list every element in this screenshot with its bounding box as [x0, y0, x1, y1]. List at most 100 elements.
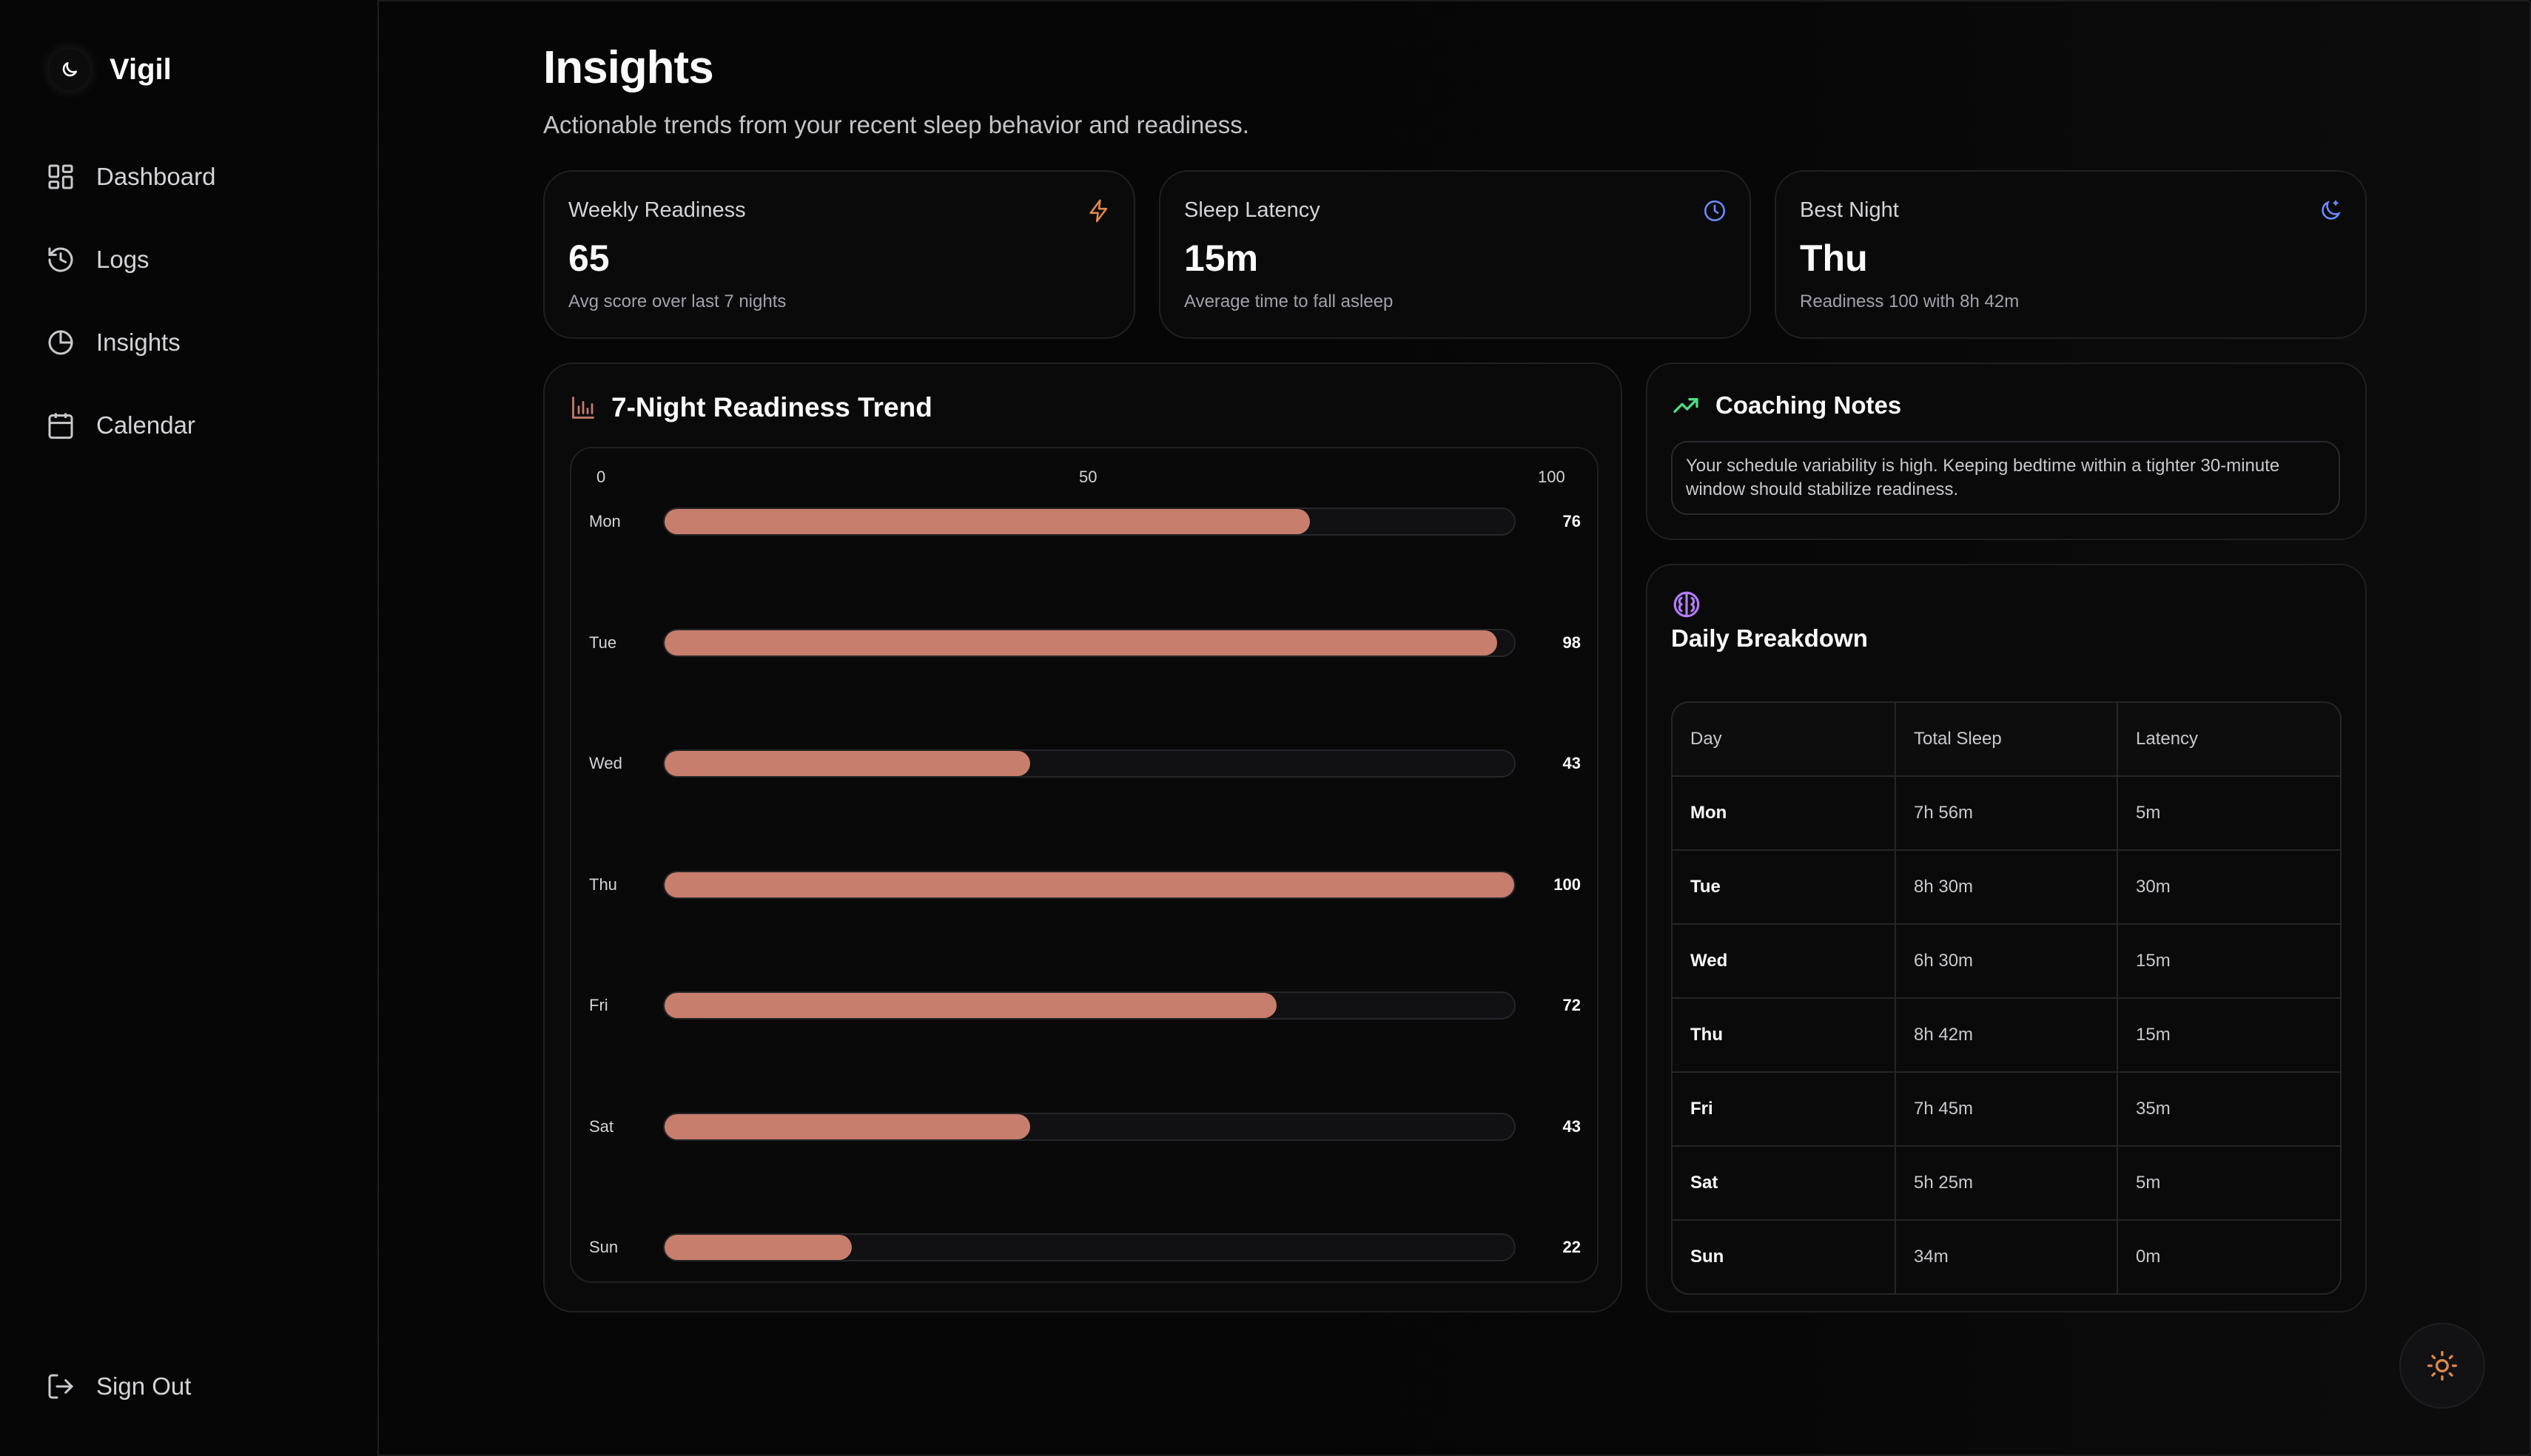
table-row: Fri 7h 45m 35m	[1673, 1071, 2340, 1145]
moon-logo-icon	[49, 49, 90, 90]
latency-cell: 15m	[2117, 999, 2340, 1071]
sidebar-item-dashboard[interactable]: Dashboard	[46, 152, 357, 201]
bar-category-label: Tue	[589, 633, 617, 652]
bar-value-label: 43	[1562, 754, 1581, 772]
stat-description: Avg score over last 7 nights	[568, 291, 787, 311]
bar-value-label: 22	[1562, 1238, 1581, 1256]
latency-cell: 5m	[2117, 777, 2340, 849]
bar	[665, 872, 1514, 897]
sun-icon	[2427, 1351, 2457, 1381]
total-sleep-cell: 34m	[1895, 1221, 2117, 1293]
latency-cell: 5m	[2117, 1147, 2340, 1219]
stat-label: Sleep Latency	[1184, 198, 1320, 222]
sidebar-nav: Dashboard Logs Insights Calendar	[46, 152, 357, 484]
stat-card-weekly-readiness: Weekly Readiness 65 Avg score over last …	[543, 170, 1135, 339]
day-cell: Tue	[1690, 877, 1721, 897]
table-row: Sat 5h 25m 5m	[1673, 1145, 2340, 1219]
latency-cell: 35m	[2117, 1073, 2340, 1145]
sidebar-item-label: Logs	[96, 246, 149, 273]
bar-value-label: 100	[1553, 874, 1581, 894]
bolt-icon	[1089, 199, 1108, 223]
trend-title: 7-Night Readiness Trend	[611, 392, 932, 422]
sidebar-item-label: Calendar	[96, 411, 195, 439]
coaching-title: Coaching Notes	[1715, 391, 1902, 419]
app-name: Vigil	[110, 53, 172, 86]
day-cell: Sat	[1690, 1173, 1718, 1193]
bar-track	[663, 870, 1516, 899]
bar-track	[663, 628, 1516, 657]
bar-value-label: 43	[1562, 1116, 1581, 1136]
table-row: Mon 7h 56m 5m	[1673, 775, 2340, 849]
page-title: Insights	[543, 42, 714, 93]
coaching-note: Your schedule variability is high. Keepi…	[1671, 441, 2340, 515]
axis-tick-label: 0	[596, 468, 606, 486]
readiness-trend-card: 7-Night Readiness Trend 0 50 100 Mon 76 Tue 98…	[543, 363, 1622, 1312]
bar	[665, 751, 1030, 776]
bar	[665, 630, 1498, 655]
bar-chart-icon	[572, 397, 594, 419]
sign-out-label: Sign Out	[96, 1372, 192, 1400]
coaching-notes-card: Coaching Notes Your schedule variability…	[1646, 363, 2367, 540]
day-cell: Fri	[1690, 1099, 1713, 1119]
page-subtitle: Actionable trends from your recent sleep…	[543, 111, 1249, 138]
axis-tick-label: 50	[1079, 468, 1098, 486]
bar-category-label: Sun	[589, 1238, 619, 1256]
bar-track	[663, 1233, 1516, 1261]
stat-value: Thu	[1800, 237, 1868, 279]
bar-category-label: Mon	[589, 512, 621, 530]
total-sleep-cell: 6h 30m	[1895, 925, 2117, 997]
daily-breakdown-card: Daily Breakdown Day Total Sleep Latency …	[1646, 564, 2367, 1312]
column-header[interactable]: Latency	[2117, 703, 2340, 775]
daily-table: Day Total Sleep Latency Mon 7h 56m 5m Tu…	[1671, 701, 2342, 1295]
sidebar-item-calendar[interactable]: Calendar	[46, 401, 357, 450]
bar	[665, 509, 1311, 534]
sidebar: Vigil Dashboard Logs Insights Calendar S…	[0, 0, 379, 1456]
day-cell: Sun	[1690, 1247, 1724, 1267]
bar	[665, 993, 1277, 1018]
bar	[665, 1235, 852, 1260]
stat-description: Average time to fall asleep	[1184, 291, 1394, 311]
moon-icon	[2322, 200, 2341, 220]
dashboard-icon	[48, 164, 73, 189]
bar-category-label: Sat	[589, 1116, 614, 1136]
bar-value-label: 76	[1562, 512, 1581, 530]
table-row: Wed 6h 30m 15m	[1673, 923, 2340, 997]
bar-track	[663, 1112, 1516, 1141]
bar-track	[663, 508, 1516, 536]
bar-category-label: Thu	[589, 874, 617, 894]
history-icon	[48, 247, 73, 272]
total-sleep-cell: 8h 42m	[1895, 999, 2117, 1071]
stat-card-sleep-latency: Sleep Latency 15m Average time to fall a…	[1159, 170, 1751, 339]
stat-label: Weekly Readiness	[568, 198, 746, 222]
table-row: Sun 34m 0m	[1673, 1219, 2340, 1293]
column-header[interactable]: Total Sleep	[1895, 703, 2117, 775]
bar-category-label: Wed	[589, 754, 622, 772]
coaching-header: Coaching Notes	[1671, 391, 1901, 420]
bar-category-label: Fri	[589, 996, 608, 1014]
stat-label: Best Night	[1800, 198, 1899, 222]
sign-out-button[interactable]: Sign Out	[46, 1372, 191, 1401]
column-header[interactable]: Day	[1690, 729, 1722, 749]
table-row: Tue 8h 30m 30m	[1673, 849, 2340, 923]
sidebar-item-label: Insights	[96, 328, 181, 356]
total-sleep-cell: 7h 56m	[1895, 777, 2117, 849]
day-cell: Mon	[1690, 803, 1727, 823]
bar-value-label: 72	[1562, 996, 1581, 1014]
bar-track	[663, 991, 1516, 1019]
calendar-icon	[48, 413, 73, 439]
readiness-chart: 0 50 100 Mon 76 Tue 98 Wed 43 Thu 100 Fri 72 Sat 43 Sun…	[570, 447, 1599, 1283]
axis-tick-label: 100	[1538, 468, 1565, 486]
sidebar-item-insights[interactable]: Insights	[46, 318, 357, 367]
day-cell: Wed	[1690, 951, 1728, 971]
sign-out-icon	[48, 1374, 74, 1399]
latency-cell: 15m	[2117, 925, 2340, 997]
brand[interactable]: Vigil	[49, 46, 172, 93]
total-sleep-cell: 7h 45m	[1895, 1073, 2117, 1145]
sidebar-item-logs[interactable]: Logs	[46, 235, 357, 284]
clock-icon	[1704, 200, 1726, 222]
stat-card-best-night: Best Night Thu Readiness 100 with 8h 42m	[1775, 170, 2367, 339]
sidebar-item-label: Dashboard	[96, 163, 216, 190]
table-row: Thu 8h 42m 15m	[1673, 997, 2340, 1071]
theme-toggle-button[interactable]	[2399, 1323, 2485, 1409]
total-sleep-cell: 5h 25m	[1895, 1147, 2117, 1219]
